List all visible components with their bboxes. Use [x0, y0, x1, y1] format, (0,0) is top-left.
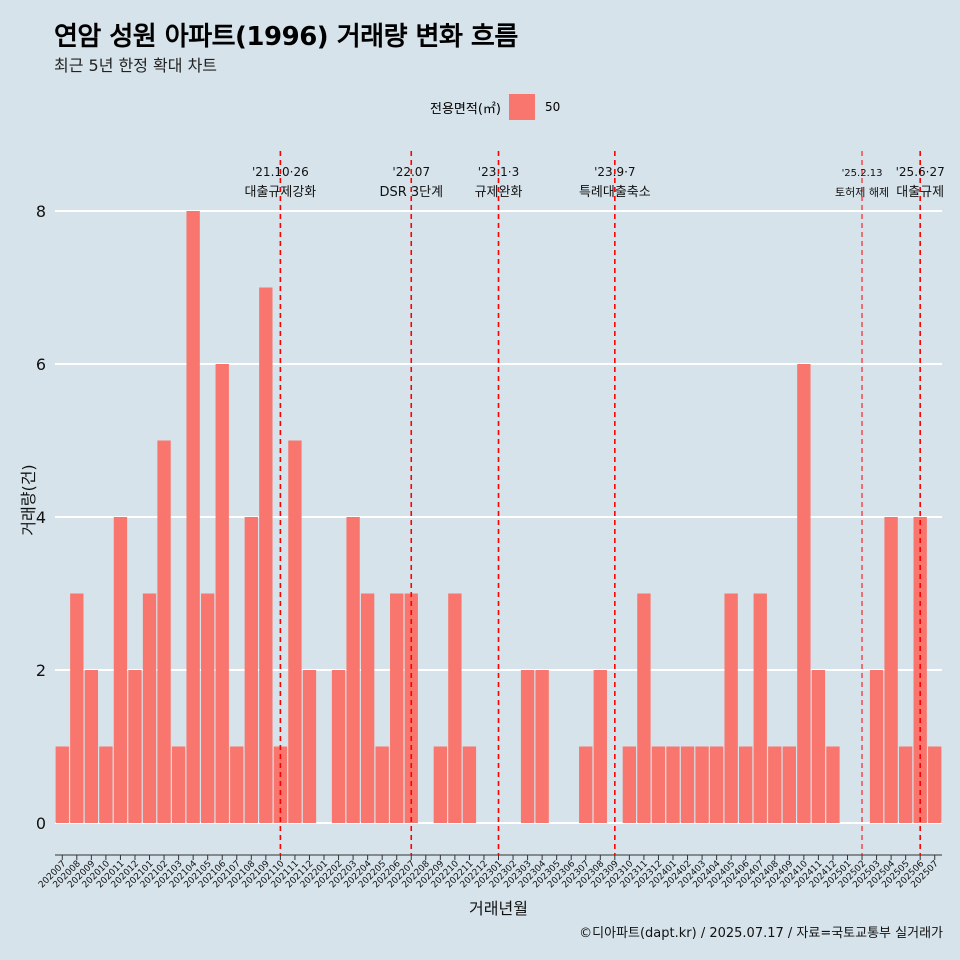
- bar: [695, 746, 709, 823]
- bar: [346, 517, 360, 823]
- bar: [84, 670, 99, 823]
- chart-subtitle: 최근 5년 한정 확대 차트: [54, 56, 218, 75]
- bar: [666, 746, 680, 823]
- bar: [171, 746, 186, 823]
- bar: [55, 746, 69, 823]
- bar: [244, 517, 258, 823]
- bar: [157, 440, 171, 823]
- legend-key-swatch: [508, 94, 535, 120]
- bar: [709, 746, 724, 823]
- x-axis-title: 거래년월: [469, 899, 528, 918]
- y-axis-title: 거래량(건): [19, 464, 38, 535]
- y-tick-label: 8: [36, 202, 46, 221]
- event-label: 특례대출축소: [579, 185, 651, 200]
- legend: 전용면적(㎡) 50: [430, 94, 560, 120]
- bar: [186, 211, 200, 823]
- event-date-label: '23.9·7: [594, 165, 635, 179]
- y-tick-label: 4: [36, 508, 46, 527]
- event-date-label: '22.07: [392, 165, 430, 179]
- bar: [884, 517, 898, 823]
- event-label: 대출규제: [896, 185, 944, 200]
- bar: [433, 746, 448, 823]
- y-tick-label: 6: [36, 355, 46, 374]
- bar: [448, 593, 462, 823]
- event-date-label: '25.2.13: [842, 168, 883, 179]
- bar: [259, 287, 273, 823]
- bar: [113, 517, 128, 823]
- bar: [128, 670, 142, 823]
- bar: [753, 593, 767, 823]
- bar: [739, 746, 753, 823]
- event-date-label: '21.10·26: [252, 165, 309, 179]
- bar: [215, 364, 229, 823]
- bar: [288, 440, 302, 823]
- bar: [462, 746, 477, 823]
- y-tick-label: 2: [36, 661, 46, 680]
- y-tick-label: 0: [36, 814, 46, 833]
- bar: [390, 593, 404, 823]
- bar: [520, 670, 535, 823]
- bar: [768, 746, 782, 823]
- bar: [622, 746, 637, 823]
- legend-item-label: 50: [544, 100, 561, 114]
- bar: [797, 364, 811, 823]
- bar: [928, 746, 942, 823]
- bar: [826, 746, 840, 823]
- source-caption: ©디아파트(dapt.kr) / 2025.07.17 / 자료=국토교통부 실…: [579, 926, 943, 941]
- chart-title: 연암 성원 아파트(1996) 거래량 변화 흐름: [54, 22, 518, 52]
- bar: [375, 746, 389, 823]
- bar: [811, 670, 826, 823]
- bar: [302, 670, 317, 823]
- event-date-label: '25.6·27: [896, 165, 945, 179]
- bar: [360, 593, 375, 823]
- event-date-label: '23.1·3: [478, 165, 519, 179]
- bar: [579, 746, 593, 823]
- bar: [898, 746, 913, 823]
- event-label: 규제완화: [475, 185, 523, 200]
- event-label: 토허제 해제: [835, 185, 889, 199]
- bar: [99, 746, 113, 823]
- event-label: DSR 3단계: [379, 185, 443, 200]
- bar: [70, 593, 84, 823]
- bar: [230, 746, 244, 823]
- bar: [680, 746, 695, 823]
- bar: [651, 746, 666, 823]
- bar: [869, 670, 884, 823]
- bar: [404, 593, 418, 823]
- bar: [782, 746, 796, 823]
- bar: [913, 517, 927, 823]
- bar: [724, 593, 738, 823]
- event-label: 대출규제강화: [245, 185, 317, 200]
- bar: [142, 593, 157, 823]
- legend-title: 전용면적(㎡): [430, 101, 501, 117]
- bar: [201, 593, 215, 823]
- bar: [593, 670, 607, 823]
- bar: [637, 593, 651, 823]
- bar: [535, 670, 549, 823]
- bar: [331, 670, 346, 823]
